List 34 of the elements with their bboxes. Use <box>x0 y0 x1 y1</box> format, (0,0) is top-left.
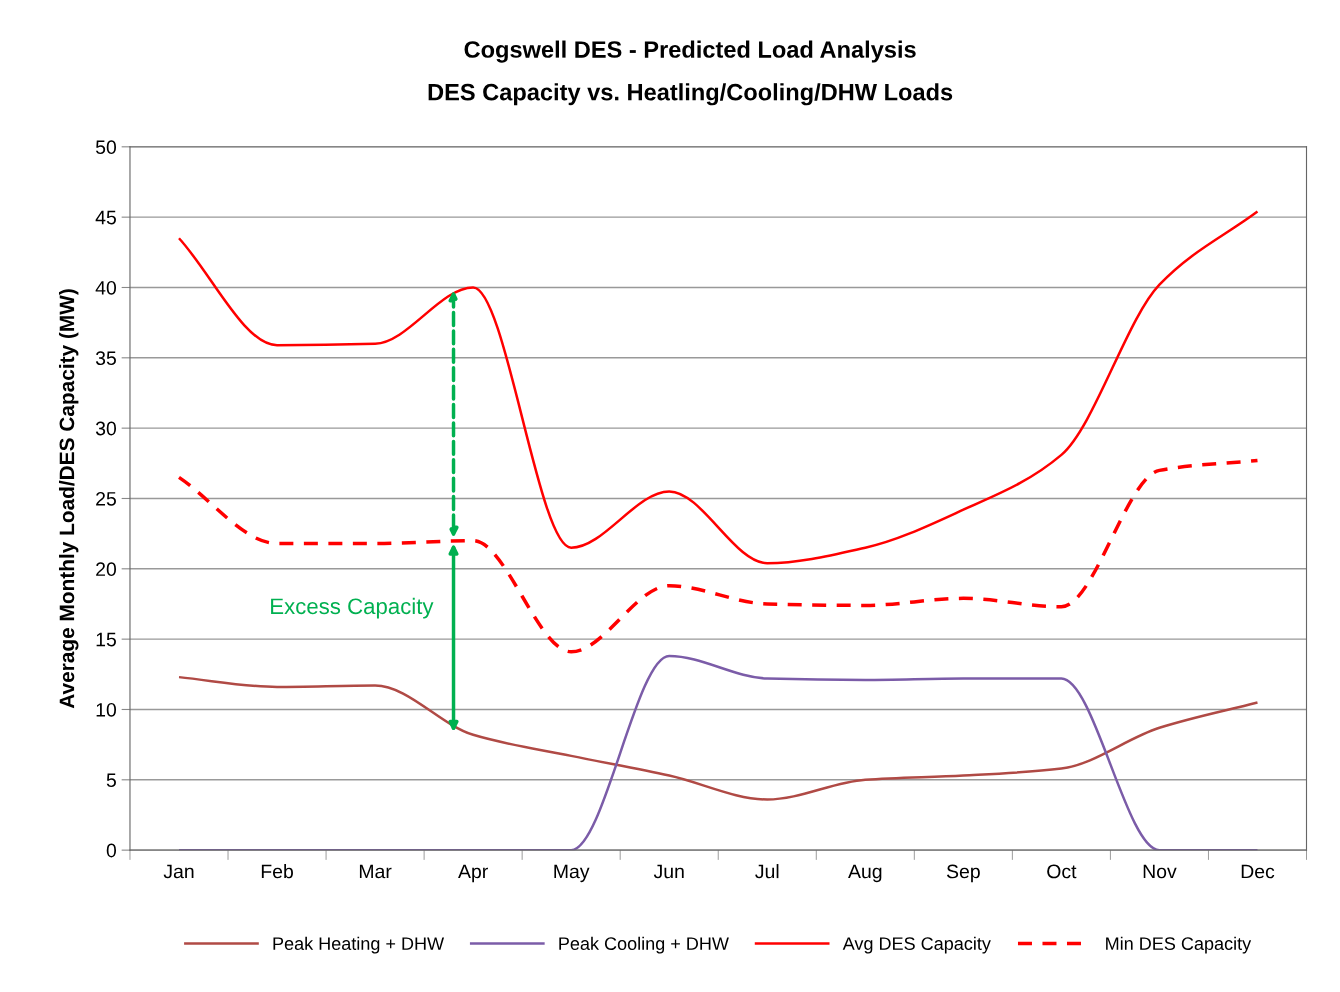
x-tick-label: Aug <box>848 864 882 883</box>
x-tick-label: May <box>554 864 590 883</box>
line-series <box>177 458 1260 654</box>
y-tick-label: 25 <box>96 491 116 506</box>
y-axis-title: Average Monthly Load/DES Capacity (MW) <box>58 289 79 709</box>
y-tick-label: 15 <box>96 632 116 647</box>
legend-label: Peak Heating + DHW <box>273 936 445 954</box>
y-tick-label: 35 <box>95 351 116 366</box>
x-tick-label: Mar <box>359 864 392 879</box>
legend-label: Min DES Capacity <box>1106 936 1252 954</box>
x-tick-label: Feb <box>261 864 293 879</box>
y-tick-label: 0 <box>106 843 117 858</box>
x-tick-label: Jan <box>163 864 194 879</box>
x-tick-label: Sep <box>946 864 980 883</box>
y-tick-label: 40 <box>95 280 117 295</box>
x-tick-label: Jul <box>755 864 779 879</box>
y-tick-label: 10 <box>96 702 117 717</box>
y-tick-label: 20 <box>96 562 117 577</box>
x-tick-label: Apr <box>458 864 488 883</box>
line-series <box>177 675 1259 801</box>
chart-title: Cogswell DES - Predicted Load Analysis <box>464 40 916 63</box>
x-tick-label: Nov <box>1143 864 1177 879</box>
x-tick-label: Jun <box>653 864 684 879</box>
x-tick-label: Dec <box>1241 864 1275 879</box>
y-tick-label: 45 <box>95 210 116 225</box>
annotation: Excess Capacity <box>271 597 434 619</box>
x-tick-label: Oct <box>1047 864 1077 879</box>
line-series <box>177 210 1259 565</box>
legend-label: Avg DES Capacity <box>842 936 991 954</box>
y-tick-label: 30 <box>95 421 117 436</box>
legend-label: Peak Cooling + DHW <box>559 936 729 954</box>
y-tick-label: 50 <box>95 140 117 155</box>
chart-subtitle: DES Capacity vs. Heatling/Cooling/DHW Loads <box>428 83 953 106</box>
y-tick-label: 5 <box>106 773 116 788</box>
